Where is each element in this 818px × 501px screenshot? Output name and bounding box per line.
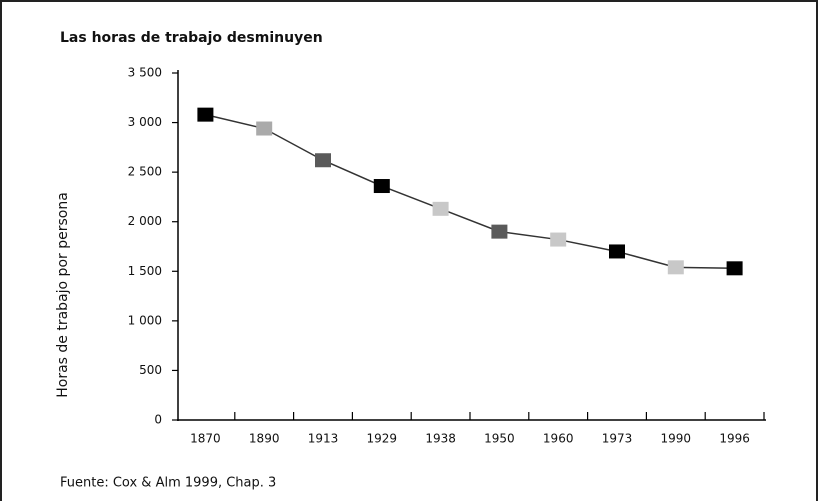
x-tick-label: 1996 [719,432,750,446]
chart-title: Las horas de trabajo desminuyen [60,30,323,46]
x-tick-label: 1890 [249,432,280,446]
x-tick-label: 1960 [543,432,574,446]
y-tick-label: 3 500 [128,66,162,80]
line [205,113,735,270]
y-tick-label: 3 000 [128,115,162,129]
x-tick-label: 1973 [602,432,633,446]
y-tick-label: 2 000 [128,214,162,228]
x-tick-label: 1913 [308,432,339,446]
x-tick-label: 1938 [425,432,456,446]
x-tick-label: 1950 [484,432,515,446]
marker [550,232,567,247]
x-tick-label: 1929 [367,432,398,446]
marker [432,201,449,216]
marker [315,153,331,168]
marker [491,224,508,239]
marker [373,179,390,194]
y-axis-title: Horas de trabajo por persona [55,192,71,398]
y-tick-label: 500 [139,363,162,377]
x-tick-label: 1870 [190,432,221,446]
y-tick-label: 1 500 [128,264,162,278]
marker [609,244,625,259]
marker [667,260,684,275]
marker [256,121,273,136]
source: Fuente: Cox & Alm 1999, Chap. 3 [60,476,276,491]
x-tick-label: 1990 [661,432,692,446]
y-tick-label: 0 [154,413,162,427]
y-tick-label: 1 000 [128,313,162,327]
y-tick-label: 2 500 [128,165,162,179]
marker [197,107,214,122]
marker [726,261,743,276]
